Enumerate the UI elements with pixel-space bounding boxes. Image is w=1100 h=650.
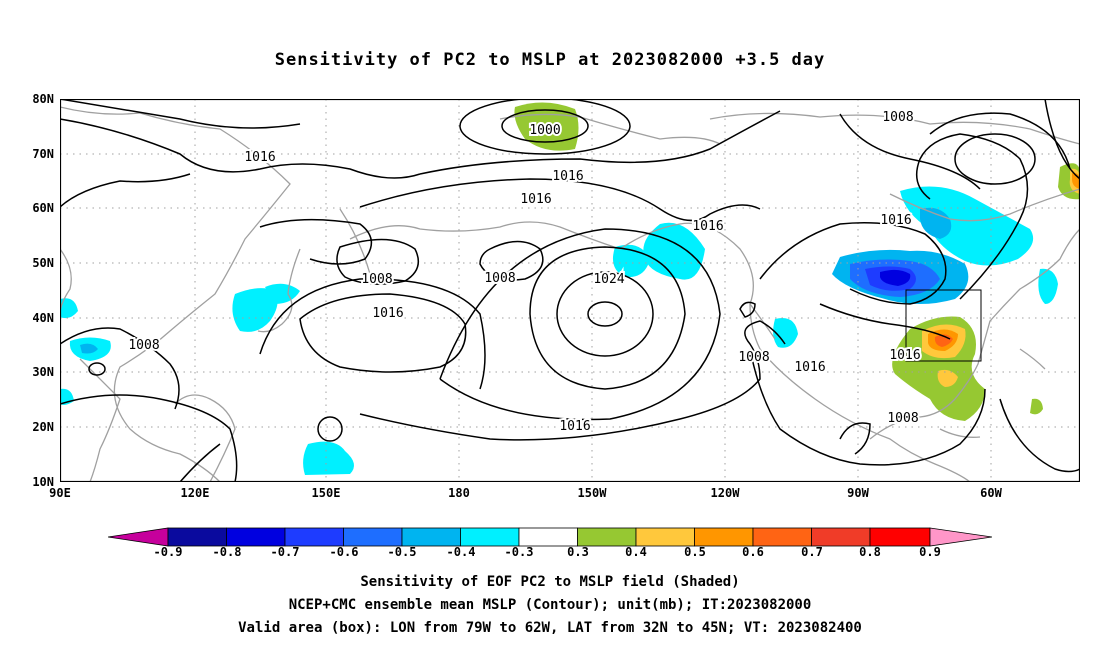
lon-label-150e: 150E bbox=[311, 486, 341, 500]
chart-title: Sensitivity of PC2 to MSLP at 2023082000… bbox=[274, 50, 826, 70]
lat-label-30n: 30N bbox=[32, 365, 54, 379]
colorbar-tick: 0.8 bbox=[859, 545, 881, 559]
colorbar-low-triangle bbox=[107, 527, 169, 547]
contour-label: 1016 bbox=[244, 150, 275, 165]
contour-label: 1016 bbox=[880, 213, 911, 228]
contour-label: 1008 bbox=[738, 350, 769, 365]
colorbar-swatch bbox=[167, 527, 227, 547]
lon-label-60w: 60W bbox=[980, 486, 1002, 500]
colorbar-swatch bbox=[284, 527, 344, 547]
colorbar-tick: -0.3 bbox=[504, 545, 534, 559]
contour-label: 1000 bbox=[529, 123, 560, 138]
colorbar-swatch bbox=[460, 527, 520, 547]
caption-line-3: Valid area (box): LON from 79W to 62W, L… bbox=[238, 620, 862, 636]
colorbar-tick: -0.6 bbox=[329, 545, 359, 559]
contour-label: 1008 bbox=[882, 110, 913, 125]
caption-line-2: NCEP+CMC ensemble mean MSLP (Contour); u… bbox=[288, 597, 812, 613]
colorbar bbox=[107, 527, 993, 547]
contour-label: 1016 bbox=[794, 360, 825, 375]
valid-area-box bbox=[905, 289, 982, 362]
colorbar-tick: 0.3 bbox=[567, 545, 589, 559]
contour-label: 1016 bbox=[559, 419, 590, 434]
colorbar-swatch bbox=[635, 527, 695, 547]
colorbar-tick: -0.8 bbox=[212, 545, 242, 559]
contour-label: 1008 bbox=[128, 338, 159, 353]
colorbar-tick: -0.7 bbox=[270, 545, 300, 559]
lat-label-10n: 10N bbox=[32, 475, 54, 489]
colorbar-tick: 0.6 bbox=[742, 545, 764, 559]
lat-label-80n: 80N bbox=[32, 92, 54, 106]
colorbar-swatch bbox=[869, 527, 931, 547]
colorbar-tick: 0.4 bbox=[625, 545, 647, 559]
contour-label: 1016 bbox=[372, 306, 403, 321]
colorbar-swatch bbox=[518, 527, 578, 547]
colorbar-tick: -0.5 bbox=[387, 545, 417, 559]
colorbar-swatch bbox=[694, 527, 754, 547]
colorbar-swatch bbox=[226, 527, 286, 547]
colorbar-tick: 0.5 bbox=[684, 545, 706, 559]
map-panel: 1000 1008 1016 1016 1016 1008 1008 1024 … bbox=[60, 99, 1080, 482]
lon-label-90e: 90E bbox=[49, 486, 71, 500]
contour-label: 1008 bbox=[887, 411, 918, 426]
lat-label-50n: 50N bbox=[32, 256, 54, 270]
colorbar-high-triangle bbox=[929, 527, 993, 547]
colorbar-svg bbox=[107, 527, 993, 547]
lon-label-120e: 120E bbox=[180, 486, 210, 500]
contour-label: 1008 bbox=[484, 271, 515, 286]
lon-label-150w: 150W bbox=[577, 486, 607, 500]
map-frame bbox=[60, 99, 1080, 482]
colorbar-swatch bbox=[401, 527, 461, 547]
mslp-contours bbox=[60, 99, 1080, 482]
contour-label: 1016 bbox=[552, 169, 583, 184]
colorbar-tick: 0.9 bbox=[919, 545, 941, 559]
contour-label: 1008 bbox=[361, 272, 392, 287]
contour-label: 1016 bbox=[692, 219, 723, 234]
lat-label-60n: 60N bbox=[32, 201, 54, 215]
caption-line-1: Sensitivity of EOF PC2 to MSLP field (Sh… bbox=[360, 574, 740, 590]
colorbar-swatch bbox=[577, 527, 637, 547]
lon-label-90w: 90W bbox=[847, 486, 869, 500]
lat-label-40n: 40N bbox=[32, 311, 54, 325]
map-canvas: 1000 1008 1016 1016 1016 1008 1008 1024 … bbox=[60, 99, 1080, 482]
coastlines bbox=[60, 106, 1080, 482]
colorbar-swatch bbox=[752, 527, 812, 547]
contour-label: 1016 bbox=[889, 348, 920, 363]
lat-label-20n: 20N bbox=[32, 420, 54, 434]
lon-label-180: 180 bbox=[448, 486, 470, 500]
lat-label-70n: 70N bbox=[32, 147, 54, 161]
lon-label-120w: 120W bbox=[710, 486, 740, 500]
sensitivity-shading bbox=[60, 102, 1080, 475]
contour-label: 1024 bbox=[593, 272, 624, 287]
colorbar-swatch bbox=[811, 527, 871, 547]
colorbar-tick: 0.7 bbox=[801, 545, 823, 559]
contour-label: 1016 bbox=[520, 192, 551, 207]
colorbar-tick: -0.4 bbox=[446, 545, 476, 559]
colorbar-swatch bbox=[343, 527, 403, 547]
colorbar-tick: -0.9 bbox=[153, 545, 183, 559]
